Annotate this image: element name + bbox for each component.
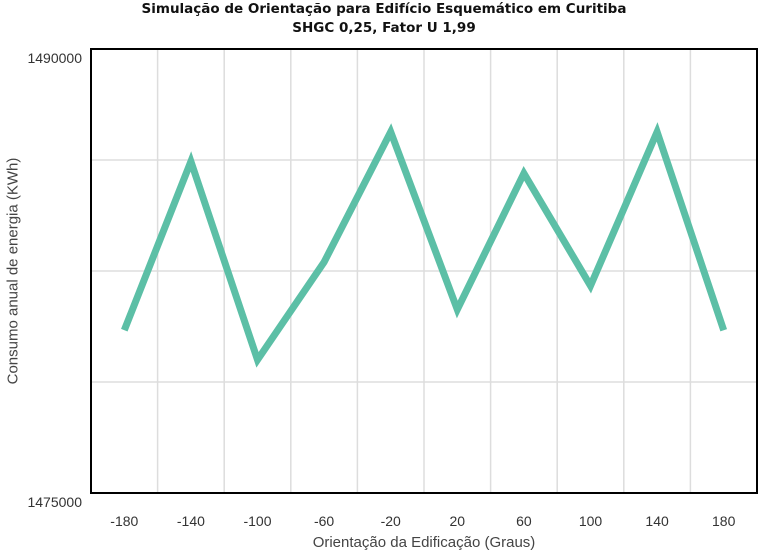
series-layer: [121, 122, 728, 368]
y-axis-label: Consumo anual de energia (KWh): [5, 158, 22, 385]
x-tick-label: -60: [314, 513, 334, 529]
x-tick-label: -100: [243, 513, 271, 529]
data-line: [121, 122, 728, 368]
y-tick-labels: 1490000 1475000: [27, 50, 82, 510]
x-tick-label: -180: [110, 513, 138, 529]
x-tick-label: 100: [579, 513, 603, 529]
x-tick-label: -20: [381, 513, 401, 529]
x-tick-label: 180: [712, 513, 736, 529]
chart-subtitle: SHGC 0,25, Fator U 1,99: [292, 20, 476, 36]
chart-title: Simulação de Orientação para Edifício Es…: [141, 1, 627, 17]
plot-frame: [90, 48, 758, 494]
x-axis-label: Orientação da Edificação (Graus): [313, 534, 536, 550]
y-tick-label: 1490000: [27, 50, 82, 66]
x-tick-label: -140: [177, 513, 205, 529]
y-tick-label: 1475000: [27, 494, 82, 510]
x-tick-label: 140: [645, 513, 669, 529]
chart-title-block: Simulação de Orientação para Edifício Es…: [0, 0, 768, 38]
grid: [91, 49, 757, 493]
x-tick-label: 60: [516, 513, 532, 529]
x-tick-label: 20: [450, 513, 466, 529]
x-tick-labels: -180 -140 -100 -60 -20 20 60 100 140 180: [110, 513, 735, 529]
